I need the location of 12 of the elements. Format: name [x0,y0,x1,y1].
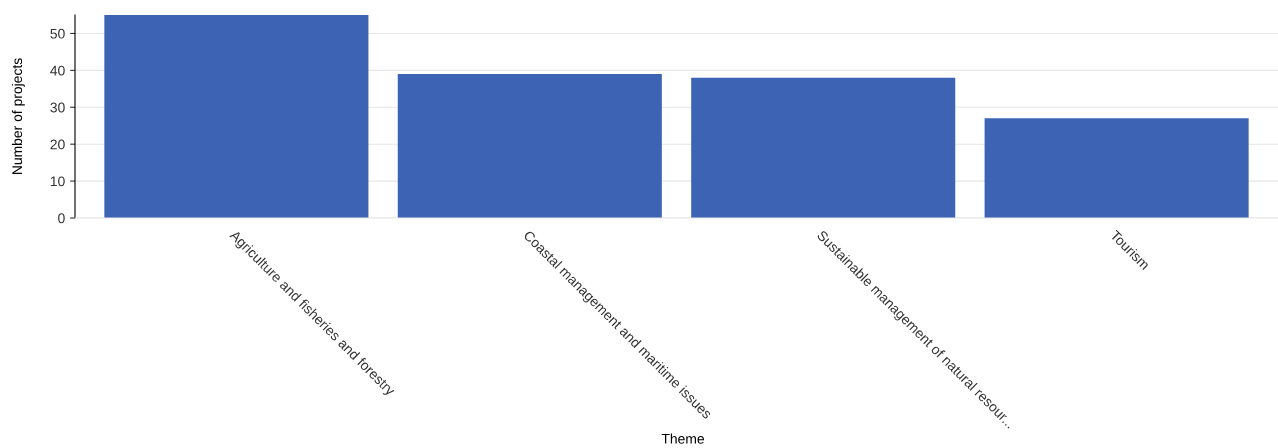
y-tick-label: 40 [50,65,65,76]
y-tick-label: 30 [50,102,65,113]
bar [984,118,1249,218]
y-tick-label: 50 [50,28,65,39]
bar [691,77,956,218]
bar [397,74,662,218]
y-tick-label: 10 [50,176,65,187]
bar [104,15,369,218]
y-axis-title: Number of projects [11,58,25,175]
x-axis-title: Theme [661,433,704,444]
y-tick-label: 20 [50,139,65,150]
y-tick-label: 0 [58,213,65,224]
